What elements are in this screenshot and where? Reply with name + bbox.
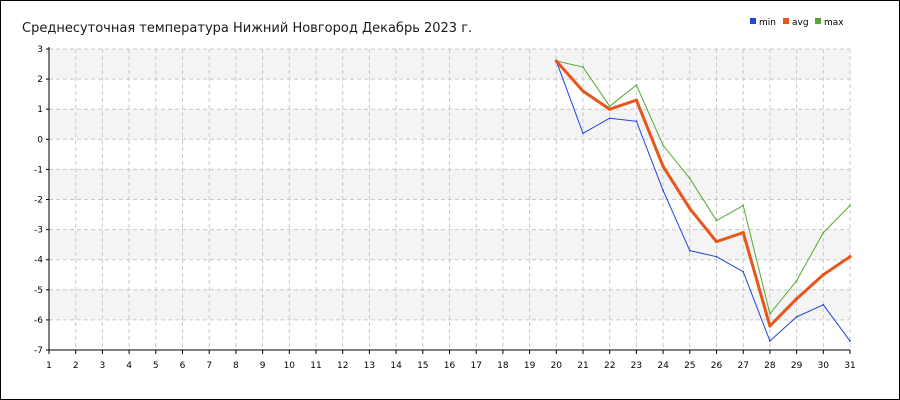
data-point-avg xyxy=(608,107,612,111)
data-point-max xyxy=(608,105,611,108)
x-tick-label: 30 xyxy=(818,361,830,371)
x-tick-label: 2 xyxy=(73,361,79,371)
data-point-avg xyxy=(768,324,772,328)
legend: min avg max xyxy=(750,18,844,28)
x-tick-label: 4 xyxy=(126,361,132,371)
x-tick-label: 11 xyxy=(310,361,321,371)
legend-label-max: max xyxy=(824,18,844,28)
x-tick-label: 21 xyxy=(577,361,588,371)
y-tick-labels: 3 2 1 0 -1 -2 -3 -4 -5 -6 -7 xyxy=(34,45,43,356)
data-point-max xyxy=(795,279,798,282)
x-tick-label: 5 xyxy=(153,361,159,371)
data-point-min xyxy=(822,303,825,306)
data-point-avg xyxy=(581,89,585,93)
data-point-min xyxy=(849,340,851,342)
y-tick-label: 1 xyxy=(37,105,43,115)
data-point-avg xyxy=(795,297,799,301)
x-tick-label: 16 xyxy=(444,361,456,371)
x-tick-label: 9 xyxy=(260,361,266,371)
data-point-max xyxy=(582,66,584,68)
x-tick-label: 3 xyxy=(100,361,106,371)
x-tick-label: 28 xyxy=(764,361,776,371)
data-point-min xyxy=(635,120,638,123)
y-tick-label: -7 xyxy=(34,346,43,356)
x-tick-label: 13 xyxy=(364,361,375,371)
chart-title: Среднесуточная температура Нижний Новгор… xyxy=(22,21,472,36)
data-point-avg xyxy=(661,164,665,168)
legend-label-min: min xyxy=(759,18,776,28)
series-lines xyxy=(554,59,852,342)
x-tick-label: 31 xyxy=(844,361,855,371)
axes xyxy=(46,47,851,354)
data-point-max xyxy=(662,144,664,147)
data-point-max xyxy=(742,204,745,207)
x-tick-label: 25 xyxy=(684,361,695,371)
data-point-avg xyxy=(821,273,825,277)
series-line-avg xyxy=(555,60,851,328)
x-tick-label: 24 xyxy=(657,361,669,371)
data-point-avg xyxy=(634,98,639,102)
data-point-avg xyxy=(714,240,719,244)
x-tick-label: 17 xyxy=(470,361,481,371)
y-tick-label: 0 xyxy=(37,135,43,145)
x-tick-label: 27 xyxy=(737,361,748,371)
legend-swatch-avg xyxy=(783,18,789,24)
y-tick-label: 2 xyxy=(37,75,43,85)
x-tick-label: 29 xyxy=(791,361,803,371)
data-point-max xyxy=(849,204,851,207)
x-tick-label: 1 xyxy=(46,361,52,371)
x-tick-label: 18 xyxy=(497,361,509,371)
y-tick-label: -2 xyxy=(34,196,43,206)
x-tick-label: 22 xyxy=(604,361,615,371)
data-point-min xyxy=(742,270,745,273)
x-tick-label: 26 xyxy=(711,361,723,371)
data-point-min xyxy=(582,132,584,135)
data-point-min xyxy=(795,315,798,318)
grid-lines xyxy=(48,48,851,351)
series-line-max xyxy=(556,60,851,315)
x-tick-label: 12 xyxy=(337,361,348,371)
data-point-min xyxy=(608,117,611,120)
data-point-max xyxy=(635,84,638,87)
data-point-min xyxy=(688,249,691,252)
x-tick-label: 20 xyxy=(551,361,563,371)
data-point-max xyxy=(769,312,771,315)
x-tick-label: 10 xyxy=(284,361,296,371)
y-tick-label: 3 xyxy=(37,45,43,55)
data-point-max xyxy=(822,231,825,234)
x-tick-label: 6 xyxy=(180,361,186,371)
legend-label-avg: avg xyxy=(792,18,809,28)
data-point-avg xyxy=(554,59,558,63)
x-tick-label: 7 xyxy=(206,361,212,371)
data-point-avg xyxy=(741,231,745,235)
legend-swatch-min xyxy=(750,18,756,24)
series-line-min xyxy=(555,60,851,342)
x-tick-label: 14 xyxy=(390,361,402,371)
data-point-min xyxy=(769,340,771,342)
legend-swatch-max xyxy=(815,18,821,24)
data-point-avg xyxy=(688,206,692,211)
x-tick-label: 19 xyxy=(524,361,536,371)
x-tick-label: 15 xyxy=(417,361,428,371)
data-point-avg xyxy=(848,255,852,259)
data-point-max xyxy=(715,219,718,222)
y-tick-label: -1 xyxy=(34,165,43,175)
x-tick-labels: 1 2 3 4 5 6 7 8 9 10 11 12 13 14 15 16 17 18 19 20 21 22 23 24 2… xyxy=(46,361,856,371)
data-point-min xyxy=(715,255,718,258)
y-tick-label: -6 xyxy=(34,316,43,326)
y-tick-label: -5 xyxy=(34,286,43,296)
data-point-max xyxy=(688,177,691,180)
x-tick-label: 23 xyxy=(631,361,642,371)
data-point-min xyxy=(662,189,664,192)
y-tick-label: -4 xyxy=(34,256,43,266)
y-tick-label: -3 xyxy=(34,226,43,236)
x-tick-label: 8 xyxy=(233,361,239,371)
